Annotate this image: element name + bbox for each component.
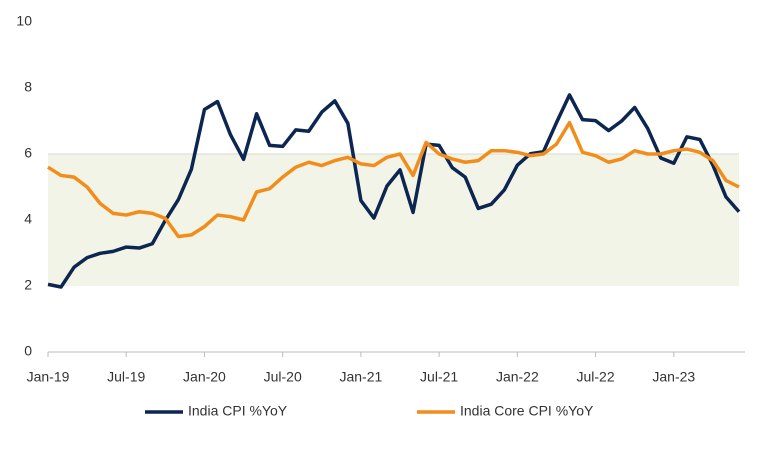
y-tick-label: 6 (24, 145, 32, 161)
y-tick-label: 2 (24, 277, 32, 293)
x-tick-label: Jan-21 (339, 369, 382, 385)
x-tick-label: Jan-19 (27, 369, 70, 385)
line-series (47, 120, 740, 239)
y-tick-label: 8 (24, 79, 32, 95)
x-tick-label: Jan-20 (183, 369, 226, 385)
x-tick-label: Jan-22 (496, 369, 539, 385)
target-band (48, 154, 739, 286)
line-series (47, 93, 741, 289)
y-tick-label: 4 (24, 211, 32, 227)
x-tick-label: Jan-23 (652, 369, 695, 385)
y-tick-label: 10 (16, 13, 32, 29)
x-tick-label: Jul-21 (420, 369, 458, 385)
x-tick-label: Jul-19 (107, 369, 145, 385)
legend-label: India Core CPI %YoY (460, 403, 594, 419)
y-tick-label: 0 (24, 343, 32, 359)
x-tick-label: Jul-20 (264, 369, 302, 385)
x-tick-label: Jul-22 (577, 369, 615, 385)
legend-label: India CPI %YoY (188, 403, 288, 419)
